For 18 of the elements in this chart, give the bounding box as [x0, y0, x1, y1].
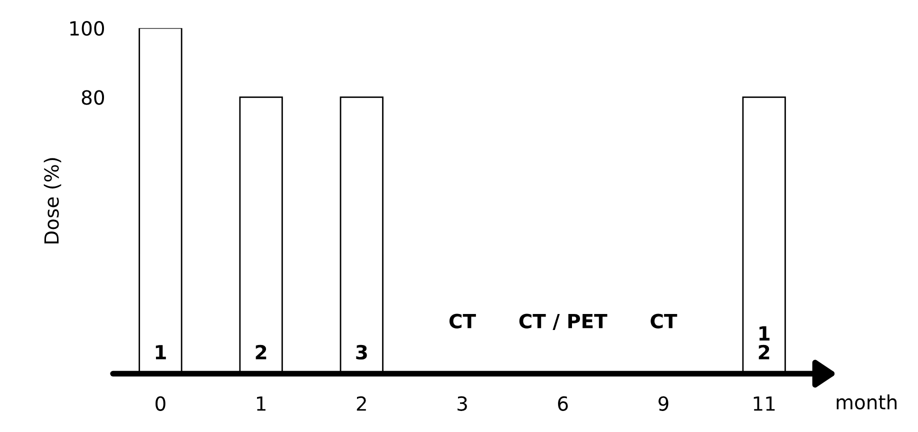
- y-tick-label: 80: [82, 90, 104, 105]
- x-tick-label: 0: [156, 396, 166, 411]
- x-tick-label: 1: [257, 396, 266, 411]
- x-tick-label: 9: [658, 396, 668, 411]
- annotation: 1 2: [758, 326, 770, 360]
- y-axis-title: Dose (%): [44, 158, 62, 244]
- annotation: CT: [449, 314, 476, 328]
- y-tick-label: 100: [70, 21, 104, 36]
- x-tick-label: 2: [356, 396, 366, 411]
- x-tick-label: 3: [458, 396, 467, 411]
- annotation: CT: [650, 314, 678, 328]
- annotation: 1: [156, 345, 166, 360]
- x-axis-title: month: [836, 394, 896, 410]
- annotation: CT / PET: [519, 314, 608, 330]
- annotation: 2: [256, 344, 266, 360]
- annotation: 3: [356, 344, 367, 360]
- x-tick-label: 6: [558, 396, 568, 411]
- x-tick-label: 11: [754, 396, 775, 411]
